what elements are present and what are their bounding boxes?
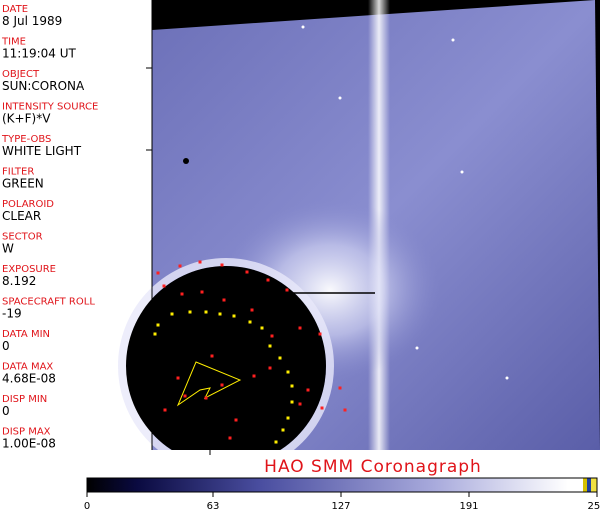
overlay-dot [222, 298, 226, 302]
overlay-dot [290, 400, 294, 404]
overlay-dot [204, 396, 208, 400]
field-label: TYPE-OBS [1, 134, 51, 145]
overlay-dot [178, 264, 182, 268]
overlay-dot [306, 388, 310, 392]
field-value: WHITE LIGHT [2, 144, 82, 158]
overlay-dot [245, 270, 249, 274]
overlay-dot [250, 308, 254, 312]
overlay-dot [232, 314, 236, 318]
overlay-dot [268, 366, 272, 370]
overlay-dot [290, 384, 294, 388]
dark-spot [183, 158, 189, 164]
overlay-dot [198, 260, 202, 264]
star [338, 96, 342, 100]
overlay-dot [163, 408, 167, 412]
bottom-fill [152, 450, 600, 478]
field-value: CLEAR [2, 209, 41, 223]
star [301, 25, 305, 29]
field-value: SUN:CORONA [2, 79, 85, 93]
title: HAO SMM Coronagraph [264, 457, 482, 477]
overlay-dot [183, 394, 187, 398]
overlay-dot [286, 370, 290, 374]
occulting-disk [126, 266, 326, 466]
field-value: 0 [2, 339, 10, 353]
overlay-dot [162, 284, 166, 288]
overlay-dot [218, 312, 222, 316]
colorbar-tick-label: 0 [84, 501, 90, 512]
field-value: W [2, 242, 14, 256]
overlay-dot [156, 323, 160, 327]
field-label: TIME [1, 37, 26, 48]
overlay-dot [220, 263, 224, 267]
overlay-dot [153, 332, 157, 336]
overlay-dot [252, 374, 256, 378]
overlay-dot [180, 292, 184, 296]
field-value: 11:19:04 UT [2, 47, 76, 61]
overlay-dot [298, 326, 302, 330]
overlay-dot [286, 416, 290, 420]
field-label: FILTER [2, 167, 34, 178]
overlay-dot [170, 312, 174, 316]
field-value: 4.68E-08 [2, 372, 56, 386]
overlay-dot [188, 310, 192, 314]
colorbar-tick-label: 127 [331, 501, 350, 512]
field-label: DATA MAX [2, 362, 53, 373]
overlay-dot [220, 383, 224, 387]
colorbar [87, 478, 583, 492]
colorbar-frame [86, 477, 598, 493]
overlay-dot [228, 436, 232, 440]
overlay-dot [298, 402, 302, 406]
field-label: DATE [2, 4, 28, 15]
field-value: 8 Jul 1989 [2, 14, 62, 28]
overlay-dot [318, 332, 322, 336]
overlay-dot [260, 326, 264, 330]
star [415, 346, 419, 350]
field-value: -19 [2, 307, 22, 321]
triangle-marker [176, 361, 242, 407]
overlay-dot [200, 290, 204, 294]
field-label: POLAROID [2, 199, 54, 210]
field-label: DISP MIN [2, 394, 47, 405]
star [505, 376, 509, 380]
field-label: EXPOSURE [2, 264, 56, 275]
colorbar-tick-label: 63 [207, 501, 220, 512]
colorbar-end [587, 478, 591, 492]
overlay-dot [278, 356, 282, 360]
star [451, 38, 455, 42]
overlay-dot [210, 354, 214, 358]
colorbar-end [583, 478, 587, 492]
star [460, 170, 464, 174]
field-label: INTENSITY SOURCE [2, 102, 98, 113]
overlay-dot [320, 406, 324, 410]
overlay-dot [266, 278, 270, 282]
colorbar-end [591, 478, 597, 492]
field-label: DATA MIN [2, 329, 50, 340]
overlay-dot [234, 418, 238, 422]
overlay-dot [248, 320, 252, 324]
field-value: 1.00E-08 [2, 437, 56, 451]
overlay-dot [285, 288, 289, 292]
field-label: SPACECRAFT ROLL [2, 297, 95, 308]
colorbar-tick-label: 191 [459, 501, 478, 512]
field-label: SECTOR [2, 232, 43, 243]
overlay-dot [156, 271, 160, 275]
overlay-dot [270, 334, 274, 338]
field-label: OBJECT [2, 69, 40, 80]
field-value: 0 [2, 404, 10, 418]
overlay-dot [343, 408, 347, 412]
overlay-dot [176, 376, 180, 380]
field-value: (K+F)*V [2, 112, 51, 126]
overlay-dot [274, 440, 278, 444]
overlay-dot [204, 310, 208, 314]
overlay-dot [268, 344, 272, 348]
overlay-dot [338, 386, 342, 390]
colorbar-tick-label: 255 [587, 501, 600, 512]
field-value: 8.192 [2, 274, 36, 288]
field-value: GREEN [2, 177, 44, 191]
field-label: DISP MAX [2, 427, 51, 438]
overlay-dot [281, 428, 285, 432]
